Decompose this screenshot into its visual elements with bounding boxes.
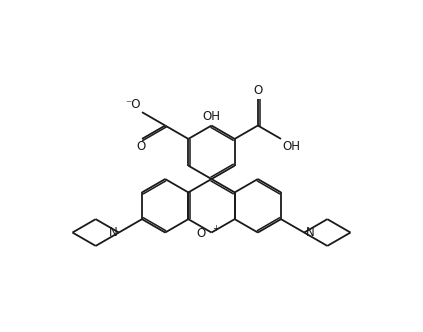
- Text: OH: OH: [203, 110, 220, 123]
- Text: O: O: [253, 84, 262, 97]
- Text: ⁻O: ⁻O: [125, 98, 140, 111]
- Text: N: N: [109, 226, 118, 239]
- Text: O: O: [136, 140, 145, 153]
- Text: +: +: [212, 224, 219, 233]
- Text: N: N: [305, 226, 314, 239]
- Text: O: O: [196, 227, 205, 240]
- Text: OH: OH: [283, 140, 300, 153]
